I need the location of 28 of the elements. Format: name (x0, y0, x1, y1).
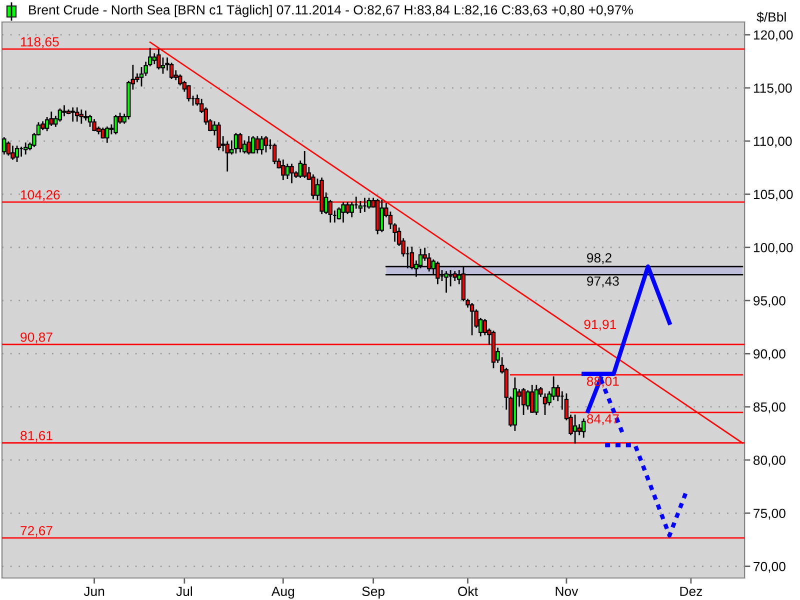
y-tick-label: 120,00 (754, 30, 793, 42)
y-tick-label: 90,00 (754, 349, 786, 360)
y-tick-label: 95,00 (754, 296, 786, 307)
x-tick-label: Jul (176, 586, 192, 596)
y-tick-label: 85,00 (754, 402, 786, 414)
y-tick-label: 110,00 (754, 136, 792, 148)
x-tick-label: Aug (271, 586, 294, 599)
x-tick-label: Dez (680, 586, 702, 596)
ref-line-label: 118,65 (21, 37, 59, 48)
y-tick-label: 70,00 (754, 562, 786, 573)
annotation: 91,91 (584, 320, 616, 331)
y-tick-label: 100,00 (754, 242, 793, 254)
ref-line-label: 104,26 (21, 190, 60, 202)
y-tick-label: 105,00 (754, 190, 793, 201)
ref-line-label: 81,61 (20, 430, 52, 442)
chart-title: Brent Crude - North Sea [BRN c1 Täglich] 07.11.2014 - O:82,67 H:83,84 L:82,16 C:83,63 +0,80 +0,97% (29, 4, 633, 18)
ref-line-label: 72,67 (20, 526, 52, 537)
y-tick-label: 75,00 (754, 508, 786, 520)
y-tick-label: 80,00 (754, 456, 786, 466)
x-tick-label: Nov (556, 586, 578, 596)
x-tick-label: Okt (458, 586, 478, 596)
annotation: 97,43 (587, 276, 619, 288)
x-tick-label: Jun (84, 586, 104, 596)
x-tick-label: Sep (362, 586, 384, 599)
y-axis-title: $/Bbl (756, 12, 786, 22)
y-tick-label: 115,00 (754, 83, 792, 94)
annotation: 98,2 (587, 253, 612, 264)
ref-line-label: 90,87 (20, 332, 52, 344)
